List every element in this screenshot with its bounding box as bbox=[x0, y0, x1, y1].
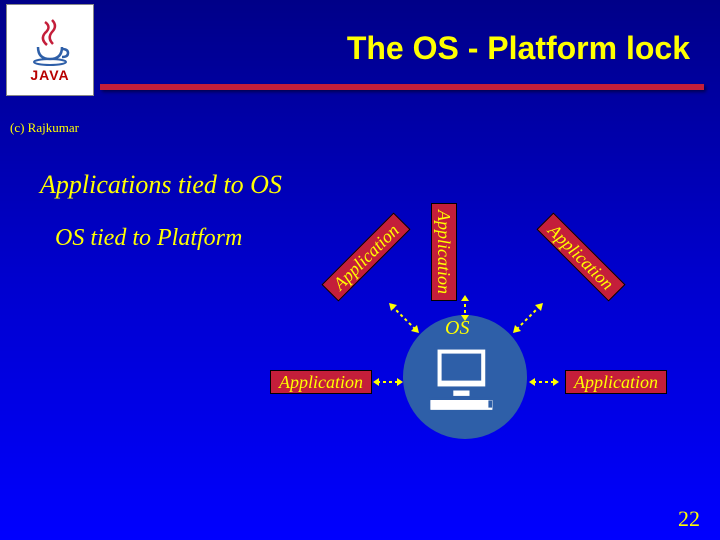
bullet-os-tied: OS tied to Platform bbox=[55, 225, 242, 252]
bullet-applications-tied: Applications tied to OS bbox=[40, 170, 282, 200]
page-number: 22 bbox=[678, 506, 700, 532]
platform-lock-diagram: OS Application Application Application A… bbox=[275, 195, 695, 495]
app-box-top-left: Application bbox=[321, 212, 410, 301]
coffee-cup-icon bbox=[30, 17, 70, 67]
computer-icon bbox=[420, 332, 510, 422]
app-box-top: Application bbox=[431, 203, 457, 301]
app-box-left: Application bbox=[270, 370, 372, 394]
slide-title: The OS - Platform lock bbox=[347, 30, 690, 67]
arrow-top bbox=[457, 295, 473, 321]
arrow-left bbox=[373, 374, 403, 390]
java-logo: JAVA bbox=[6, 4, 94, 96]
app-box-top-right: Application bbox=[536, 212, 625, 301]
app-box-right: Application bbox=[565, 370, 667, 394]
arrow-top-left bbox=[387, 301, 421, 335]
arrow-top-right bbox=[511, 301, 545, 335]
arrow-right bbox=[529, 374, 559, 390]
title-underline bbox=[100, 84, 704, 90]
logo-text: JAVA bbox=[30, 67, 69, 83]
copyright-text: (c) Rajkumar bbox=[10, 120, 79, 136]
